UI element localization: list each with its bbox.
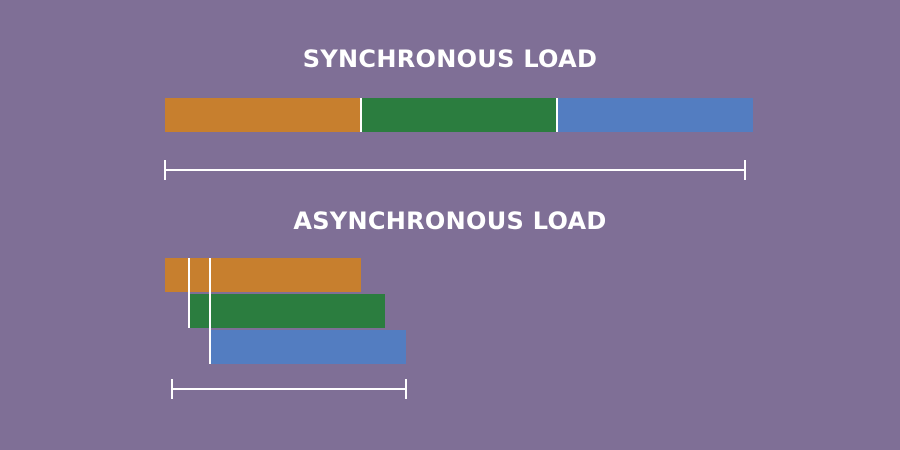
sync-load-title: SYNCHRONOUS LOAD [302,45,598,73]
sync-bracket-end-tick [744,160,746,180]
async-bracket-line [172,388,407,390]
async-resource-bar-3 [210,330,407,364]
async-resource-bar-1 [165,258,361,292]
sync-divider-1 [360,98,362,132]
sync-bracket-start-tick [164,160,166,180]
async-resource-bar-2 [188,294,385,328]
sync-resource-bar-2 [361,98,557,132]
async-load-title: ASYNCHRONOUS LOAD [293,207,607,235]
async-bracket-end-tick [405,379,408,399]
sync-bracket-line [165,169,745,171]
sync-resource-bar-1 [165,98,361,132]
async-start-marker-3 [209,258,212,364]
async-bracket-start-tick [171,379,173,399]
sync-divider-2 [556,98,558,132]
sync-resource-bar-3 [557,98,753,132]
async-start-marker-2 [187,258,190,328]
